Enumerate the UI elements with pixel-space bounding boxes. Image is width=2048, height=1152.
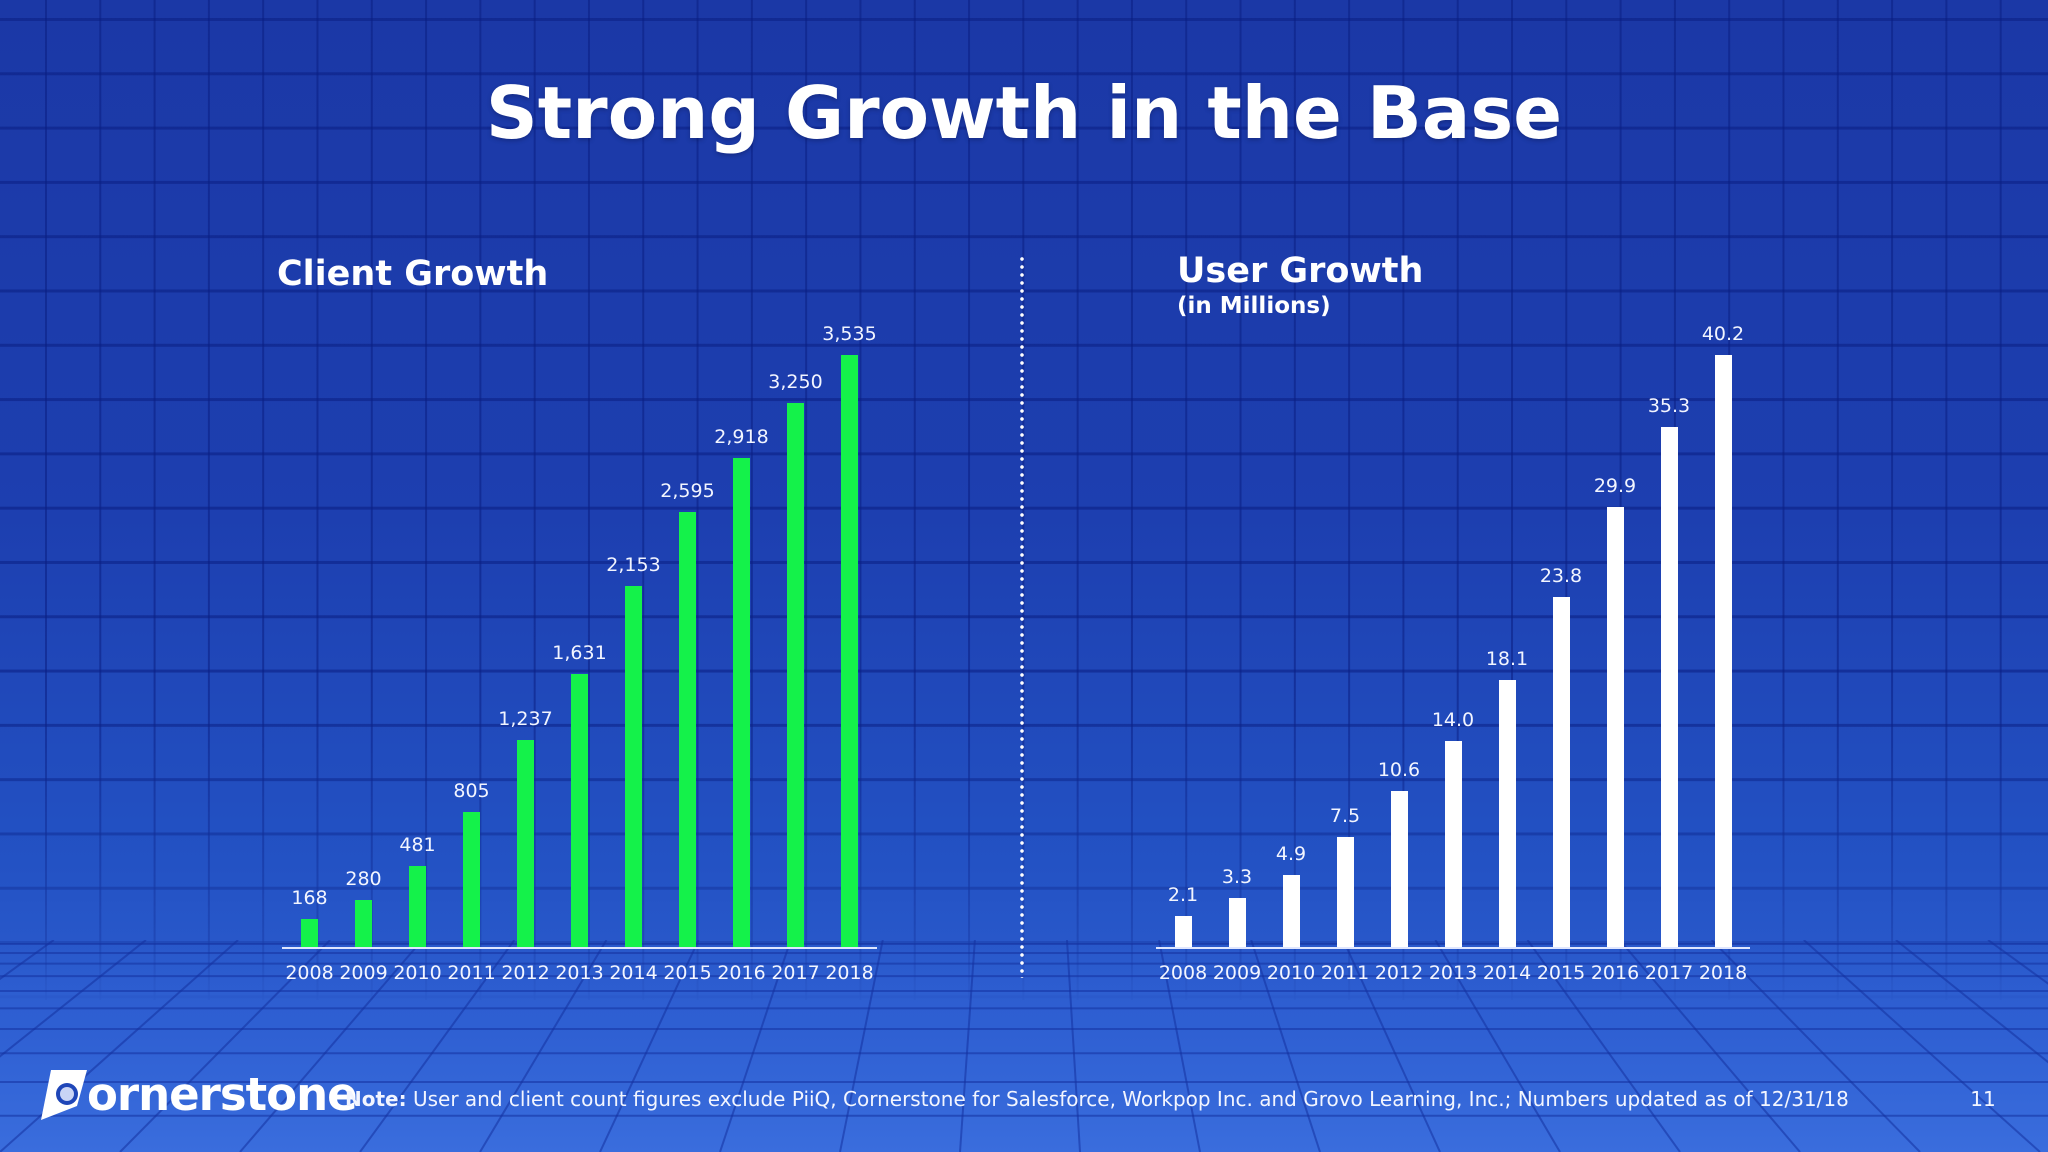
user-bar-2011 (1336, 837, 1354, 947)
user-bar-2008 (1174, 916, 1192, 947)
user-value-label: 3.3 (1221, 866, 1253, 888)
client-bar-2012 (517, 740, 534, 947)
user-year-label: 2017 (1644, 962, 1694, 984)
user-year-label: 2011 (1320, 962, 1370, 984)
client-value-label: 3,250 (768, 371, 823, 393)
client-bar-2010 (409, 866, 426, 947)
user-bar-2013 (1444, 741, 1462, 947)
client-bar-2013 (571, 674, 588, 947)
user-bar-2012 (1390, 791, 1408, 947)
background-grid (0, 0, 2048, 1000)
user-value-label: 14.0 (1431, 709, 1475, 731)
user-value-label: 2.1 (1167, 884, 1199, 906)
client-value-label: 481 (399, 834, 436, 856)
user-bar-2017 (1660, 427, 1678, 947)
client-year-label: 2014 (609, 962, 658, 984)
user-value-label: 7.5 (1329, 805, 1361, 827)
slide-title: Strong Growth in the Base (485, 71, 1563, 155)
client-bar-2009 (355, 900, 372, 947)
user-value-label: 10.6 (1377, 759, 1421, 781)
floor-grid-lines (0, 940, 2048, 1152)
client-year-label: 2010 (393, 962, 442, 984)
client-bar-2008 (301, 919, 318, 947)
user-value-label: 18.1 (1485, 648, 1529, 670)
user-value-label: 4.9 (1275, 843, 1307, 865)
client-year-label: 2011 (447, 962, 496, 984)
user-year-label: 2014 (1482, 962, 1532, 984)
client-bar-2014 (625, 586, 642, 947)
user-year-label: 2010 (1266, 962, 1316, 984)
user-growth-subtitle: (in Millions) (1177, 293, 1331, 319)
client-value-label: 168 (291, 887, 328, 909)
client-x-axis (282, 947, 877, 949)
client-year-label: 2015 (663, 962, 712, 984)
client-year-label: 2013 (555, 962, 604, 984)
user-value-label: 40.2 (1701, 323, 1745, 345)
client-growth-chart: 168 2008 280 2009 481 2010 805 2011 1,237 2012 1,6… (0, 0, 1020, 1000)
client-value-label: 2,153 (606, 554, 661, 576)
client-value-label: 2,918 (714, 426, 769, 448)
perspective-floor (0, 940, 2048, 1152)
client-value-label: 2,595 (660, 480, 715, 502)
client-bar-2017 (787, 403, 804, 947)
cornerstone-c-icon (41, 1070, 87, 1120)
user-bar-2015 (1552, 597, 1570, 947)
client-year-label: 2016 (717, 962, 766, 984)
cornerstone-logo: ornerstone (37, 1068, 358, 1122)
client-value-label: 1,631 (552, 642, 607, 664)
client-growth-title: Client Growth (277, 254, 549, 294)
client-bar-2011 (463, 812, 480, 947)
user-value-label: 23.8 (1539, 565, 1583, 587)
page-number: 11 (1970, 1087, 1996, 1111)
user-bar-2014 (1498, 680, 1516, 947)
user-year-label: 2016 (1590, 962, 1640, 984)
footnote: Note: User and client count figures excl… (345, 1086, 1849, 1112)
dotted-divider (1020, 255, 1024, 978)
user-bar-2018 (1714, 355, 1732, 947)
user-growth-title: User Growth (1177, 251, 1424, 291)
user-year-label: 2015 (1536, 962, 1586, 984)
user-year-label: 2012 (1374, 962, 1424, 984)
user-bar-2016 (1606, 507, 1624, 947)
client-value-label: 280 (345, 868, 382, 890)
user-growth-chart: 2.1 2008 3.3 2009 4.9 2010 7.5 2011 10.6 2012 14.0… (1156, 323, 1750, 984)
user-value-label: 29.9 (1593, 475, 1637, 497)
client-value-label: 1,237 (498, 708, 553, 730)
user-year-label: 2008 (1158, 962, 1208, 984)
client-bar-2016 (733, 458, 750, 947)
client-year-label: 2018 (825, 962, 874, 984)
user-x-axis (1156, 947, 1750, 949)
user-year-label: 2013 (1428, 962, 1478, 984)
footnote-text: User and client count figures exclude Pi… (412, 1087, 1849, 1111)
client-year-label: 2017 (771, 962, 820, 984)
client-bar-2018 (841, 355, 858, 947)
client-value-label: 805 (453, 780, 490, 802)
user-value-label: 35.3 (1647, 395, 1691, 417)
client-bar-2015 (679, 512, 696, 947)
user-bar-2010 (1282, 875, 1300, 947)
client-year-label: 2009 (339, 962, 388, 984)
logo-wordmark: ornerstone (87, 1068, 358, 1121)
client-value-label: 3,535 (822, 323, 877, 345)
client-year-label: 2012 (501, 962, 550, 984)
user-year-label: 2009 (1212, 962, 1262, 984)
user-bar-2009 (1228, 898, 1246, 947)
client-year-label: 2008 (285, 962, 334, 984)
user-year-label: 2018 (1698, 962, 1748, 984)
footnote-label: Note: (345, 1087, 407, 1111)
